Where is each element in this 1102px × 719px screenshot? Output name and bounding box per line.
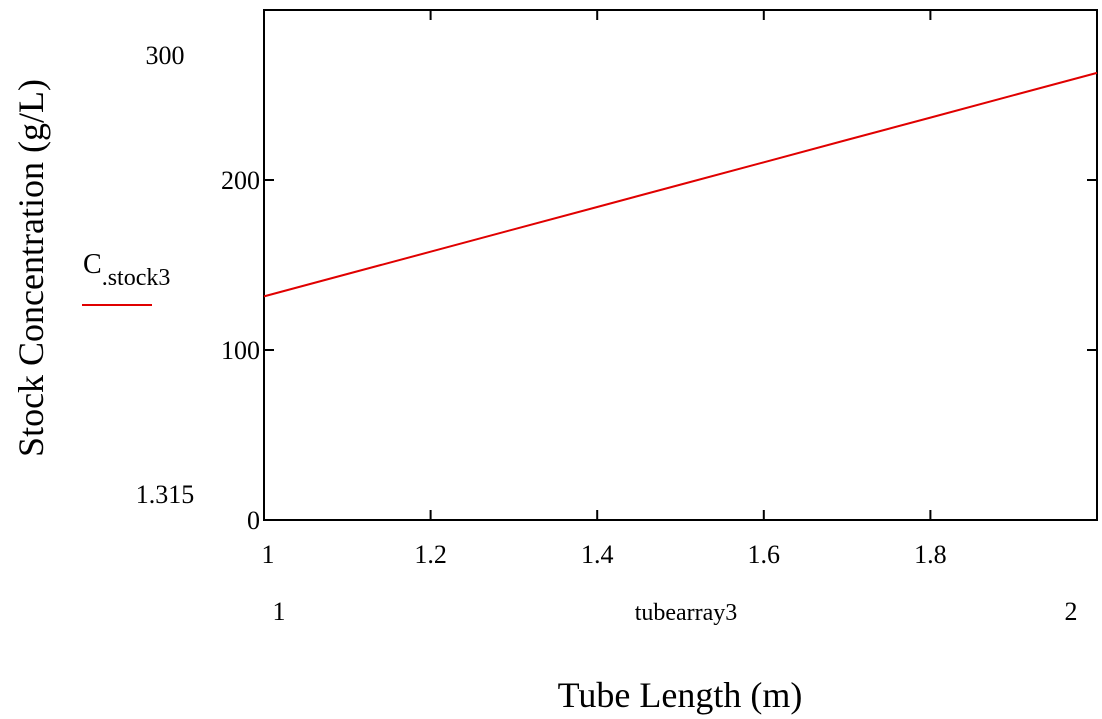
axis-ticks: [263, 10, 1097, 521]
y-tick-label: 100: [221, 336, 260, 365]
plot-frame-rect: [263, 9, 1098, 521]
y-tick-label: 0: [247, 506, 260, 535]
x-tick-label: 1.6: [748, 540, 781, 569]
x-range-max-label: 2: [1065, 597, 1078, 626]
x-variable-label: tubearray3: [635, 600, 738, 626]
x-tick-label: 1.2: [414, 540, 447, 569]
y-range-max-label: 300: [146, 41, 185, 70]
series-line-c-stock3: [263, 71, 1098, 298]
legend-label-main: C: [83, 249, 102, 280]
y-axis-title: Stock Concentration (g/L): [11, 79, 51, 457]
y-tick-label: 200: [221, 166, 260, 195]
plot-frame: [263, 9, 1098, 521]
x-tick-label: 1: [262, 540, 275, 569]
tick-labels: 1 1.2 1.4 1.6 1.8 0 100 200: [221, 166, 947, 569]
legend: C.stock3: [82, 249, 170, 306]
x-range-min-label: 1: [273, 597, 286, 626]
x-tick-label: 1.8: [914, 540, 947, 569]
x-tick-label: 1.4: [581, 540, 614, 569]
legend-label-sub: .stock3: [102, 265, 171, 291]
legend-label: C.stock3: [83, 249, 170, 291]
x-axis-title: Tube Length (m): [558, 675, 803, 715]
y-range-min-label: 1.315: [136, 480, 195, 509]
series-lines: [263, 71, 1098, 298]
